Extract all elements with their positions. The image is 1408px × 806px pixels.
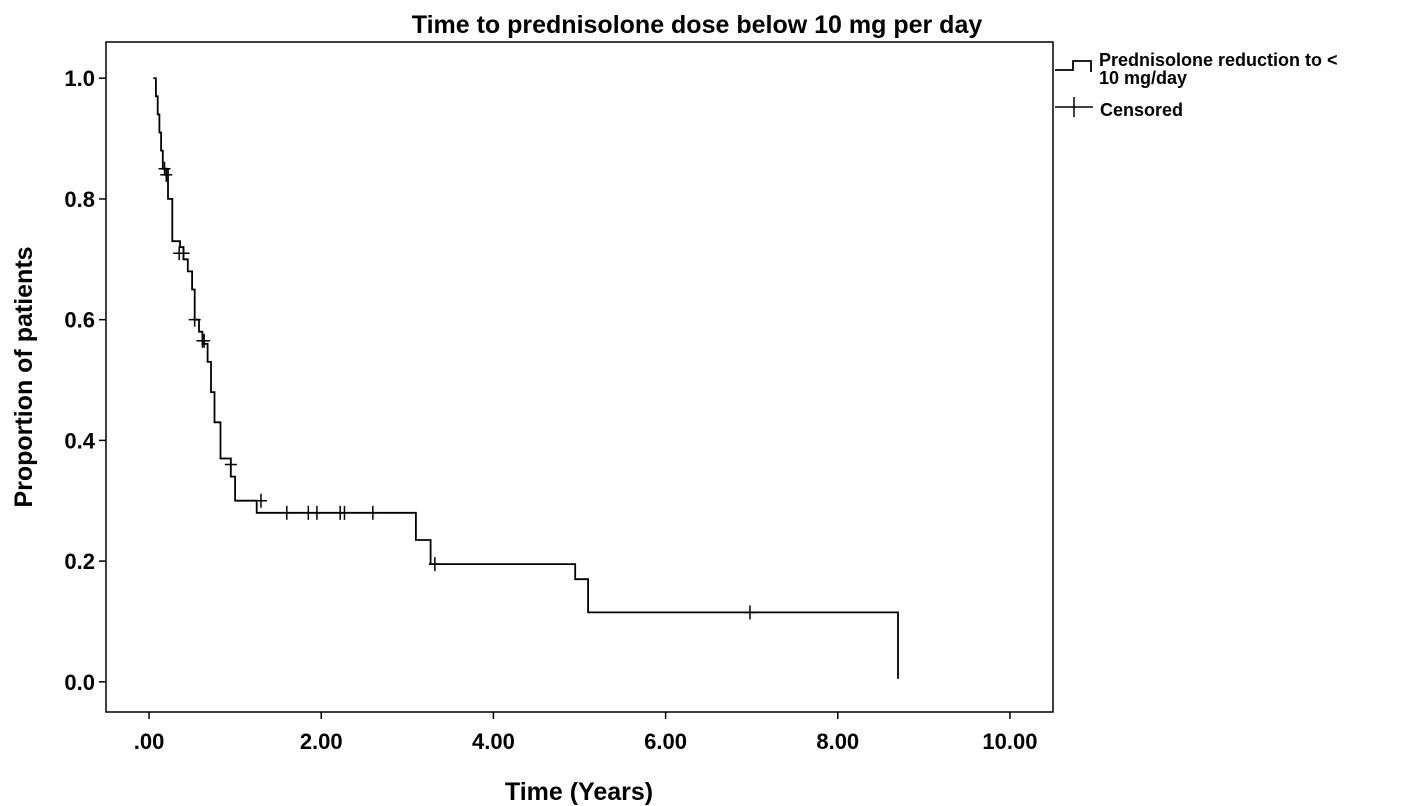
y-tick-label: 1.0 <box>64 66 95 91</box>
x-tick-label: 6.00 <box>644 729 687 754</box>
x-axis: .00 2.00 4.00 6.00 8.00 10.00 <box>134 712 1037 754</box>
x-tick-label: 2.00 <box>300 729 343 754</box>
x-axis-label: Time (Years) <box>505 778 653 806</box>
legend-series-label-line2: 10 mg/day <box>1099 68 1187 88</box>
x-tick-label: 4.00 <box>472 729 515 754</box>
chart-title: Time to prednisolone dose below 10 mg pe… <box>412 11 983 39</box>
y-tick-label: 0.6 <box>64 308 95 333</box>
survival-curve <box>153 77 899 679</box>
legend: Prednisolone reduction to <10 mg/day Cen… <box>1055 50 1338 120</box>
x-tick-label: .00 <box>134 729 165 754</box>
legend-step-swatch <box>1055 60 1092 72</box>
y-tick-label: 0.0 <box>64 670 95 695</box>
legend-series-label-line1: Prednisolone reduction to < <box>1099 50 1338 70</box>
x-tick-label: 10.00 <box>982 729 1037 754</box>
y-tick-label: 0.4 <box>64 428 95 453</box>
y-axis-label: Proportion of patients <box>10 246 38 507</box>
legend-series-label: Prednisolone reduction to <10 mg/day <box>1099 50 1338 88</box>
x-tick-label: 8.00 <box>816 729 859 754</box>
legend-censored-label: Censored <box>1100 100 1183 120</box>
y-tick-label: 0.2 <box>64 549 95 574</box>
y-axis: 0.0 0.2 0.4 0.6 0.8 1.0 <box>64 66 106 695</box>
plot-frame <box>105 41 1054 713</box>
censored-markers <box>158 161 756 620</box>
y-tick-label: 0.8 <box>64 187 95 212</box>
